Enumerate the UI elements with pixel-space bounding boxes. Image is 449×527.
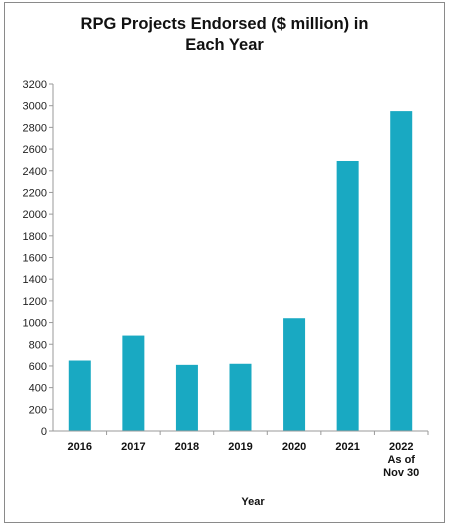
y-tick-label: 2600 xyxy=(23,144,47,156)
x-tick-label: 2019 xyxy=(228,441,252,453)
x-axis-title: Year xyxy=(241,496,265,508)
y-tick-label: 1400 xyxy=(23,274,47,286)
bar-2018 xyxy=(175,364,198,431)
bars xyxy=(68,111,413,431)
bar-2021 xyxy=(336,160,359,431)
x-tick-label: 2018 xyxy=(175,441,199,453)
y-tick-label: 0 xyxy=(41,426,47,438)
y-tick-label: 800 xyxy=(29,339,47,351)
chart-frame xyxy=(4,2,445,523)
chart-title: RPG Projects Endorsed ($ million) in Eac… xyxy=(0,14,449,56)
x-tick-label: 2020 xyxy=(282,441,306,453)
y-tick-label: 1000 xyxy=(23,318,47,330)
bar-2019 xyxy=(229,363,252,431)
y-tick-label: 2000 xyxy=(23,209,47,221)
x-tick-label: 2017 xyxy=(121,441,145,453)
y-tick-label: 400 xyxy=(29,383,47,395)
y-tick-label: 2200 xyxy=(23,187,47,199)
bar-2022 xyxy=(390,111,413,431)
x-axis-labels: 2016 2017 2018 2019 2020 2021 2022 As of Nov 30 xyxy=(68,431,429,479)
chart-title-line-1: RPG Projects Endorsed ($ million) in xyxy=(80,15,369,33)
y-tick-label: 2400 xyxy=(23,166,47,178)
bar-2020 xyxy=(283,318,306,431)
bar-2017 xyxy=(122,335,145,431)
y-tick-label: 3200 xyxy=(23,79,47,91)
y-axis-ticks: 0 200 400 600 800 1000 1200 1400 1600 1800 2000 220… xyxy=(23,79,53,438)
y-tick-label: 200 xyxy=(29,404,47,416)
x-tick-label: 2021 xyxy=(335,441,359,453)
y-tick-label: 1800 xyxy=(23,231,47,243)
y-tick-label: 1600 xyxy=(23,253,47,265)
y-tick-label: 2800 xyxy=(23,122,47,134)
y-tick-label: 1200 xyxy=(23,296,47,308)
y-tick-label: 3000 xyxy=(23,101,47,113)
bar-2016 xyxy=(68,360,91,431)
chart-title-line-2: Each Year xyxy=(185,36,264,54)
y-tick-label: 600 xyxy=(29,361,47,373)
x-tick-label: 2022 As of Nov 30 xyxy=(383,441,419,479)
x-tick-label: 2016 xyxy=(68,441,92,453)
